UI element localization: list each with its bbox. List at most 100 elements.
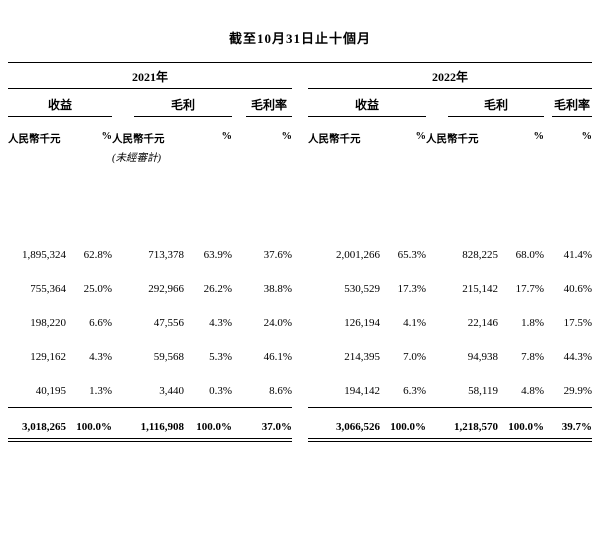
header-gross-margin-2022: 毛利率 [552,96,592,117]
table-cell: 129,162 [30,351,66,363]
total-cell: 100.0% [76,421,112,433]
total-cell: 100.0% [196,421,232,433]
table-cell: 47,556 [153,317,184,329]
table-row: 40,195 1.3% 3,440 0.3% 8.6% 194,142 6.3%… [8,385,592,397]
rule [184,407,232,408]
table-cell: 22,146 [467,317,498,329]
rule [544,407,592,408]
unit-currency-label: 人民幣千元 [112,134,165,145]
table-cell: 59,568 [153,351,184,363]
year-header-2022: 2022年 [308,68,592,89]
table-cell: 4.3% [209,317,232,329]
rule [232,407,292,408]
double-rule [426,438,498,442]
metric-header-row: 收益 毛利 毛利率 收益 毛利 毛利率 [8,96,592,117]
header-gross-profit-2021: 毛利 [134,96,232,117]
total-cell: 100.0% [390,421,426,433]
table-cell: 214,395 [344,351,380,363]
table-cell: 828,225 [462,249,498,261]
table-row: 755,364 25.0% 292,966 26.2% 38.8% 530,52… [8,283,592,295]
unit-currency-revenue-2022: 人民幣千元 [308,134,361,145]
rule [8,407,66,408]
double-rule [308,438,380,442]
table-row: 198,220 6.6% 47,556 4.3% 24.0% 126,194 4… [8,317,592,329]
table-cell: 198,220 [30,317,66,329]
table-cell: 1.3% [89,385,112,397]
table-cell: 126,194 [344,317,380,329]
rule [308,407,380,408]
table-cell: 94,938 [467,351,498,363]
table-cell: 2,001,266 [336,249,380,261]
table-cell: 46.1% [263,351,292,363]
rule [498,407,544,408]
table-cell: 65.3% [397,249,426,261]
table-cell: 7.0% [403,351,426,363]
double-rule [184,438,232,442]
table-cell: 194,142 [344,385,380,397]
unit-percent-revenue-2022: % [415,131,427,142]
table-row: 1,895,324 62.8% 713,378 63.9% 37.6% 2,00… [8,249,592,261]
table-cell: 755,364 [30,283,66,295]
table-cell: 58,119 [468,385,498,397]
table-cell: 215,142 [462,283,498,295]
top-rule [8,62,592,63]
table-cell: 0.3% [209,385,232,397]
rule [112,407,184,408]
unit-currency-gross-profit-2021: 人民幣千元 (未經審計) [112,131,184,165]
double-rule [232,438,292,442]
header-gross-profit-2022: 毛利 [448,96,544,117]
table-cell: 63.9% [203,249,232,261]
table-cell: 24.0% [263,317,292,329]
double-rule [380,438,426,442]
table-cell: 6.6% [89,317,112,329]
total-row: 3,018,265 100.0% 1,116,908 100.0% 37.0% … [8,421,592,433]
table-cell: 38.8% [263,283,292,295]
subtotal-rule-row [8,407,592,408]
double-rule [66,438,112,442]
table-cell: 40,195 [35,385,66,397]
double-rule [112,438,184,442]
double-rule [498,438,544,442]
table-cell: 41.4% [563,249,592,261]
unit-currency-revenue-2021: 人民幣千元 [8,134,61,145]
rule [66,407,112,408]
year-header-row: 2021年 2022年 [8,68,592,89]
total-cell: 39.7% [561,421,592,433]
table-cell: 1.8% [521,317,544,329]
financial-statement-page: 截至10月31日止十個月 2021年 2022年 收益 毛利 毛利率 收益 毛利… [8,31,593,442]
total-cell: 3,066,526 [336,421,380,433]
unit-percent-revenue-2021: % [101,131,113,142]
table-cell: 292,966 [148,283,184,295]
unit-percent-gross-profit-2021: % [221,131,233,142]
table-cell: 713,378 [148,249,184,261]
table-cell: 17.3% [397,283,426,295]
unaudited-note: (未經審計) [112,153,161,164]
table-cell: 44.3% [563,351,592,363]
total-double-rule-row [8,438,592,442]
table-cell: 17.5% [563,317,592,329]
table-cell: 4.1% [403,317,426,329]
total-cell: 1,116,908 [140,421,184,433]
rule [426,407,498,408]
table-cell: 29.9% [563,385,592,397]
table-cell: 25.0% [83,283,112,295]
table-cell: 40.6% [563,283,592,295]
table-row: 129,162 4.3% 59,568 5.3% 46.1% 214,395 7… [8,351,592,363]
double-rule [544,438,592,442]
table-cell: 5.3% [209,351,232,363]
unit-currency-gross-profit-2022: 人民幣千元 [426,134,479,145]
unit-percent-gross-margin-2022: % [581,131,593,142]
unit-percent-gross-margin-2021: % [281,131,293,142]
table-cell: 4.3% [89,351,112,363]
header-revenue-2021: 收益 [8,96,112,117]
total-cell: 1,218,570 [454,421,498,433]
table-cell: 37.6% [263,249,292,261]
unit-percent-gross-profit-2022: % [533,131,545,142]
table-cell: 4.8% [521,385,544,397]
year-header-2021: 2021年 [8,68,292,89]
table-cell: 6.3% [403,385,426,397]
table-title: 截至10月31日止十個月 [228,31,371,46]
header-gross-margin-2021: 毛利率 [246,96,292,117]
table-cell: 8.6% [269,385,292,397]
total-cell: 3,018,265 [22,421,66,433]
